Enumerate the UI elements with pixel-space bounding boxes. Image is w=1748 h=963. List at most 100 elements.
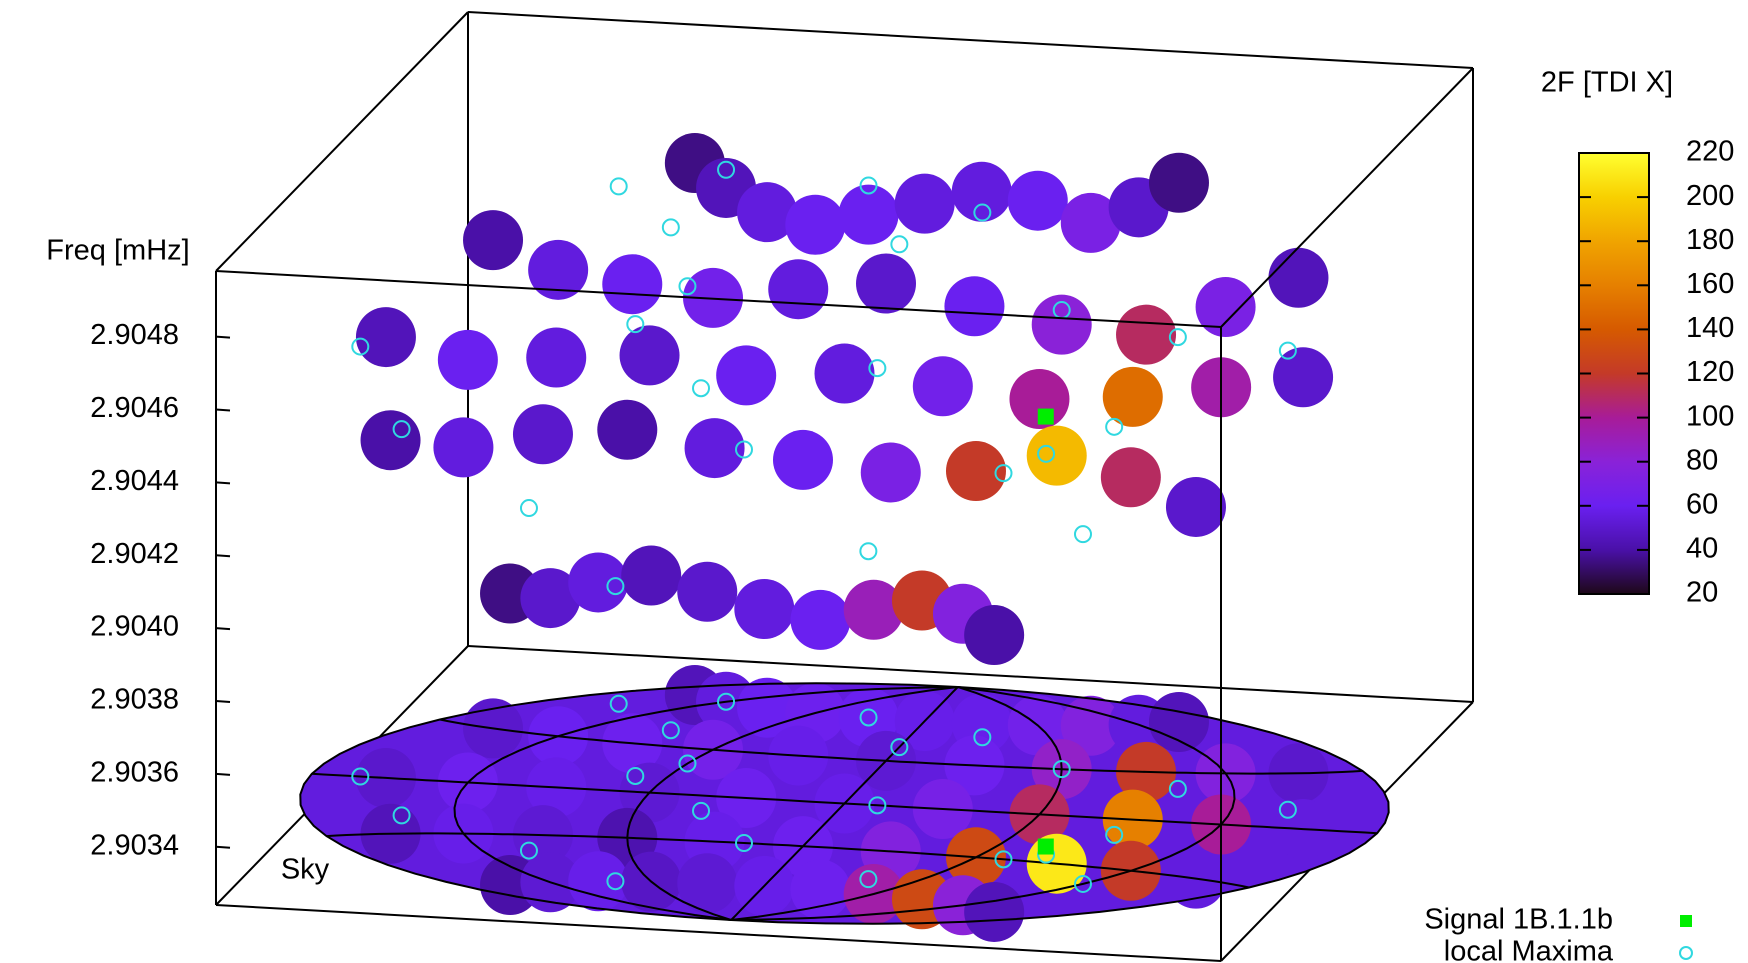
cloud-point <box>1009 368 1070 429</box>
z-tick <box>215 845 231 849</box>
maximum-marker <box>1073 525 1092 544</box>
sky-maximum-marker <box>734 834 753 853</box>
maximum-marker <box>994 464 1013 483</box>
sky-maximum-marker <box>868 796 887 815</box>
colorbar-tick-label: 100 <box>1686 400 1734 432</box>
cloud-point <box>737 182 798 243</box>
sky-maximum-marker <box>351 767 370 786</box>
signal-marker <box>1037 408 1054 425</box>
legend-marker <box>1679 946 1693 960</box>
sky-point <box>964 881 1025 942</box>
sky-parallel <box>439 718 1363 775</box>
maximum-marker <box>1105 417 1124 436</box>
sky-parallel <box>326 832 1250 889</box>
sky-maximum-marker <box>606 872 625 891</box>
sky-maximum-marker <box>661 721 680 740</box>
maximum-marker <box>626 315 645 334</box>
sky-maximum-marker <box>392 806 411 825</box>
cloud-point <box>1116 304 1177 365</box>
cloud-point <box>772 429 833 490</box>
cloud-point <box>1007 170 1068 231</box>
colorbar-tick-label: 220 <box>1686 136 1734 168</box>
maximum-marker <box>1168 328 1187 347</box>
cloud-point <box>1031 294 1092 355</box>
maximum-marker <box>868 359 887 378</box>
colorbar-tick-label: 120 <box>1686 356 1734 388</box>
cloud-point <box>597 399 658 460</box>
cloud-point <box>684 418 745 479</box>
cloud-point <box>463 210 524 271</box>
cloud-point <box>355 307 416 368</box>
maximum-marker <box>717 160 736 179</box>
cloud-point <box>944 276 1005 337</box>
cloud-point <box>433 417 494 478</box>
maximum-marker <box>392 420 411 439</box>
z-tick <box>215 627 231 631</box>
cloud-point <box>894 173 955 234</box>
sky-maximum-marker <box>1278 800 1297 819</box>
box-edge <box>215 904 1222 962</box>
colorbar-tick-label: 20 <box>1686 577 1718 609</box>
sky-maximum-marker <box>692 801 711 820</box>
sky-point <box>790 859 851 920</box>
maximum-marker <box>606 577 625 596</box>
cloud-point <box>768 259 829 320</box>
sky-maximum-marker <box>1105 825 1124 844</box>
z-tick-label: 2.9034 <box>90 829 179 861</box>
cloud-point <box>1100 447 1161 508</box>
front-layer: 2.9048 2.9046 2.9044 2.9042 2.9040 2.9038 2.90… <box>90 11 1734 963</box>
box-edge <box>215 11 469 272</box>
colorbar-title: 2F [TDI X] <box>1541 67 1673 99</box>
cloud-point <box>856 253 917 314</box>
cloud-point <box>945 441 1006 502</box>
sky-maximum-marker <box>859 870 878 889</box>
cloud-point <box>568 552 629 613</box>
cloud-point <box>528 239 589 300</box>
cloud-point <box>437 329 498 390</box>
cloud-point <box>1268 247 1329 308</box>
z-tick <box>215 408 231 412</box>
maximum-marker <box>1037 444 1056 463</box>
cloud-point <box>964 605 1025 666</box>
cloud-point <box>1165 476 1226 537</box>
sky-maximum-marker <box>609 694 628 713</box>
sky-maximum-marker <box>1073 874 1092 893</box>
sky-outline <box>299 682 1390 925</box>
sky-maximum-marker <box>890 738 909 757</box>
legend-marker <box>1680 915 1692 927</box>
maximum-marker <box>678 277 697 296</box>
z-tick-label: 2.9042 <box>90 538 179 570</box>
maximum-marker <box>973 203 992 222</box>
sky-label: Sky <box>281 854 330 886</box>
maximum-marker <box>519 499 538 518</box>
z-tick <box>215 554 231 558</box>
maximum-marker <box>351 337 370 356</box>
z-axis-label: Freq [mHz] <box>46 235 189 267</box>
colorbar-tick-label: 60 <box>1686 488 1718 520</box>
cloud-point <box>1273 347 1334 408</box>
colorbar-tick-label: 140 <box>1686 312 1734 344</box>
colorbar-tick-label: 160 <box>1686 268 1734 300</box>
sky-maximum-marker <box>973 728 992 747</box>
cloud-point <box>912 356 973 417</box>
cloud-point <box>860 442 921 503</box>
cloud-point <box>520 568 581 629</box>
cloud-point <box>1026 425 1087 486</box>
box-edge <box>467 645 1474 703</box>
box-edge <box>1220 67 1474 328</box>
cloud-point <box>734 578 795 639</box>
cloud-point <box>677 561 738 622</box>
legend-label: Signal 1B.1.1b <box>1424 904 1613 936</box>
cloud-point <box>1148 152 1209 213</box>
sky-map: Sky <box>281 665 1390 942</box>
sky-maximum-marker <box>1052 760 1071 779</box>
box-edge <box>215 270 1222 328</box>
sky-maximum-marker <box>626 766 645 785</box>
sky-maximum-marker <box>1168 779 1187 798</box>
z-tick-label: 2.9038 <box>90 684 179 716</box>
z-tick <box>215 335 231 339</box>
cloud-point <box>716 345 777 406</box>
cloud-point <box>360 410 421 471</box>
